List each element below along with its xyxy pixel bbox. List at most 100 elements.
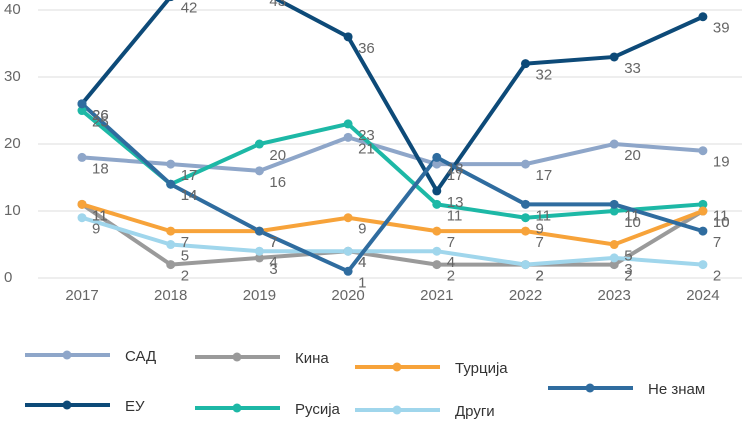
y-tick-label: 40 xyxy=(4,1,21,18)
data-label: 14 xyxy=(181,187,198,204)
series-line xyxy=(81,202,704,247)
data-label: 25 xyxy=(92,113,109,130)
point xyxy=(343,266,353,276)
point xyxy=(343,119,353,129)
data-label: 11 xyxy=(447,207,463,224)
data-label: 4 xyxy=(358,254,366,271)
point xyxy=(609,199,619,209)
legend-label: САД xyxy=(125,348,156,365)
series-line xyxy=(81,215,704,267)
y-tick-label: 0 xyxy=(4,269,12,286)
x-tick-label: 2019 xyxy=(243,287,276,304)
legend-label: Други xyxy=(455,403,495,420)
legend-label: Русија xyxy=(295,401,341,418)
data-label: 9 xyxy=(536,221,544,238)
legend-marker xyxy=(62,350,72,360)
data-label: 2 xyxy=(536,268,544,285)
point xyxy=(698,12,708,22)
point xyxy=(343,132,353,142)
data-label: 2 xyxy=(181,268,189,285)
point xyxy=(609,52,619,62)
data-label: 1 xyxy=(358,274,366,291)
point xyxy=(521,226,530,236)
data-label: 18 xyxy=(92,160,109,177)
data-label: 36 xyxy=(358,40,375,57)
point xyxy=(166,260,176,270)
data-label: 17 xyxy=(181,167,198,184)
point xyxy=(521,59,530,69)
point xyxy=(166,226,176,236)
data-label: 7 xyxy=(447,234,455,251)
series-line xyxy=(81,135,704,173)
data-label: 26 xyxy=(92,107,109,124)
data-label: 17 xyxy=(447,167,464,184)
point xyxy=(698,146,708,156)
data-label: 5 xyxy=(181,247,189,264)
point xyxy=(254,253,264,263)
point xyxy=(698,260,708,270)
data-label: 2 xyxy=(536,268,544,285)
y-tick-label: 30 xyxy=(4,68,21,85)
x-tick-label: 2022 xyxy=(509,287,542,304)
data-label: 7 xyxy=(713,234,721,251)
point xyxy=(77,213,87,223)
data-label: 11 xyxy=(536,207,552,224)
data-label: 4 xyxy=(269,254,277,271)
point xyxy=(521,260,530,270)
data-label: 20 xyxy=(624,147,641,164)
x-tick-label: 2018 xyxy=(154,287,187,304)
legend-label: Не знам xyxy=(648,381,705,398)
legend-label: ЕУ xyxy=(125,398,145,415)
point xyxy=(343,32,353,42)
point xyxy=(77,106,87,116)
point xyxy=(432,246,442,256)
data-label: 16 xyxy=(269,174,286,191)
data-label: 13 xyxy=(447,194,464,211)
data-label: 10 xyxy=(713,214,730,231)
legend-marker xyxy=(585,383,595,393)
point xyxy=(166,240,176,250)
point xyxy=(698,199,708,209)
legend-label: Турција xyxy=(455,360,508,377)
legend-marker xyxy=(392,362,402,372)
point xyxy=(343,246,353,256)
point xyxy=(432,199,442,209)
data-label: 7 xyxy=(269,234,277,251)
data-label: 7 xyxy=(536,234,544,251)
data-label: 39 xyxy=(713,20,730,37)
point xyxy=(166,159,176,169)
point xyxy=(166,179,176,189)
data-label: 2 xyxy=(713,268,721,285)
point xyxy=(254,139,264,149)
y-tick-label: 20 xyxy=(4,135,21,152)
series-line xyxy=(80,102,704,274)
data-label: 11 xyxy=(92,207,108,224)
point xyxy=(432,186,442,196)
point xyxy=(167,0,174,2)
data-label: 14 xyxy=(181,187,198,204)
data-label: 5 xyxy=(624,247,632,264)
point xyxy=(254,226,264,236)
point xyxy=(609,206,619,216)
point xyxy=(254,246,264,256)
series-line xyxy=(80,202,704,267)
x-tick-label: 2020 xyxy=(331,287,364,304)
point xyxy=(432,226,442,236)
x-tick-label: 2024 xyxy=(686,287,719,304)
point xyxy=(432,159,442,169)
data-label: 2 xyxy=(447,268,455,285)
legend-marker xyxy=(62,400,72,410)
legend-marker xyxy=(392,405,402,415)
point xyxy=(609,253,619,263)
point xyxy=(521,159,530,169)
point xyxy=(609,139,619,149)
x-tick-label: 2023 xyxy=(598,287,631,304)
data-label: 10 xyxy=(713,214,730,231)
data-label: 11 xyxy=(624,207,640,224)
point xyxy=(609,240,619,250)
data-label: 21 xyxy=(358,140,375,157)
data-label: 32 xyxy=(536,67,553,84)
point xyxy=(698,206,708,216)
data-label: 18 xyxy=(447,160,464,177)
